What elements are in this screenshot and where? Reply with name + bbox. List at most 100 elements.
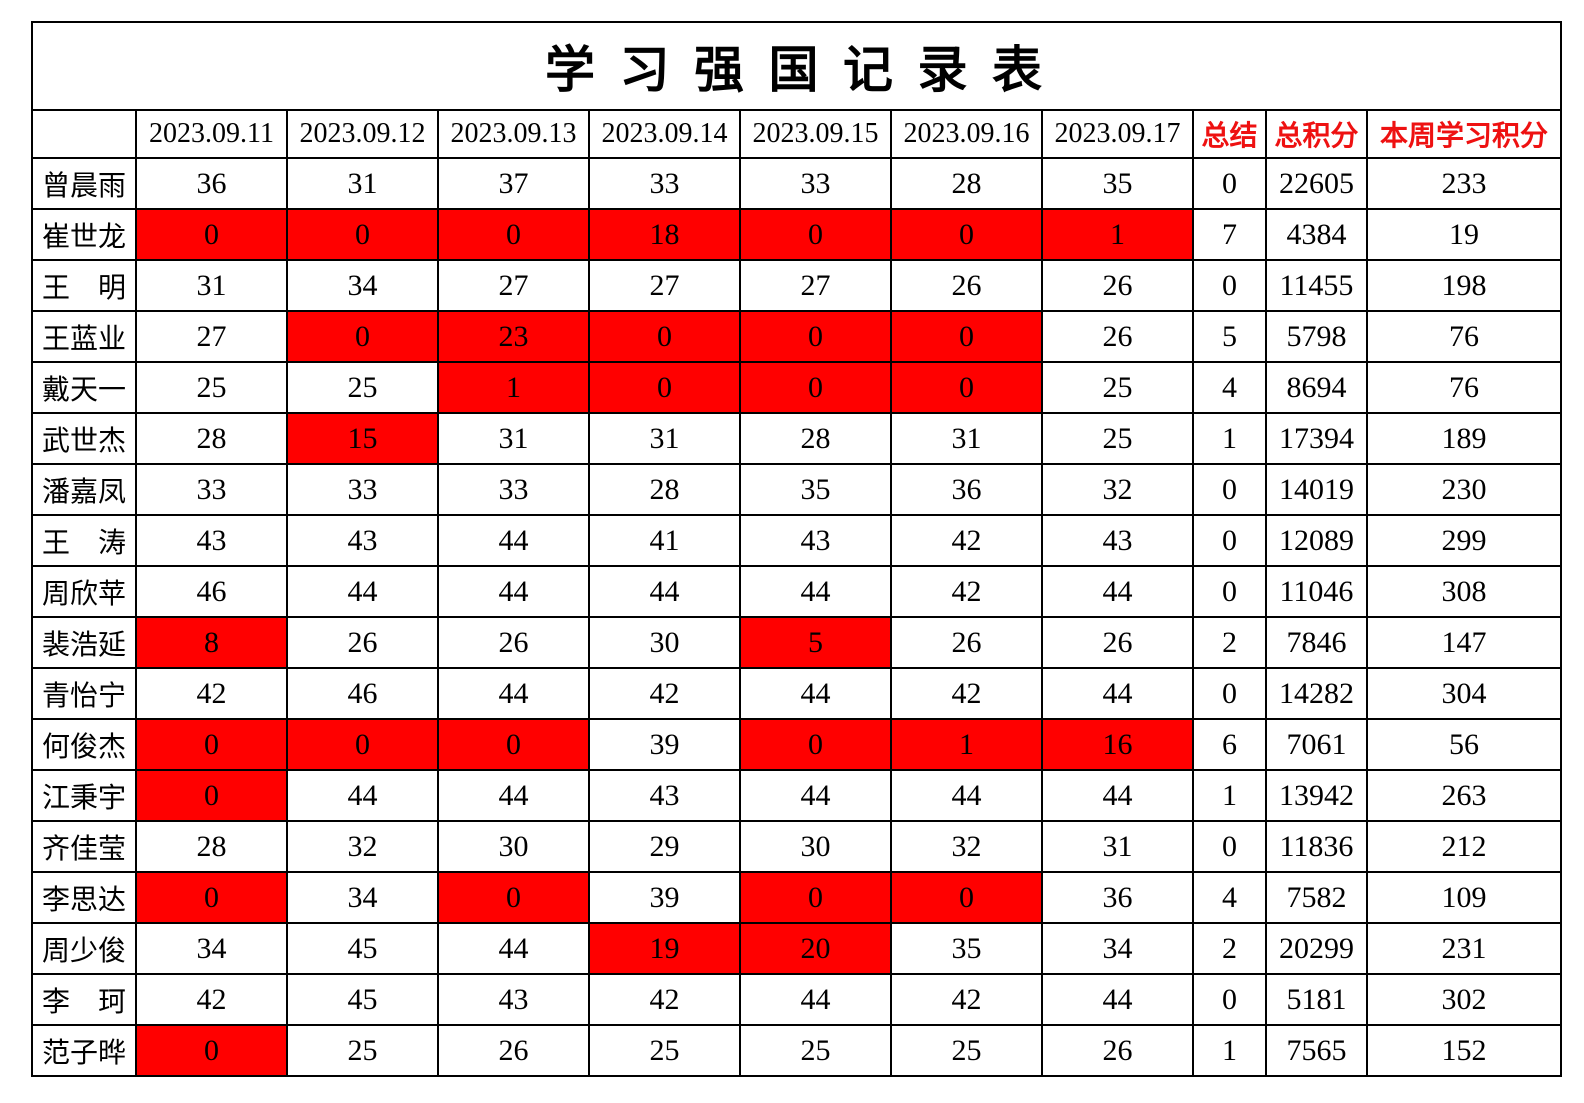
score-cell: 31 [588,412,741,465]
score-cell: 44 [739,565,892,618]
score-cell: 43 [437,973,590,1026]
score-cell: 32 [890,820,1043,873]
total-points-cell: 14282 [1265,667,1368,720]
score-cell: 0 [739,871,892,924]
summary-cell: 0 [1192,565,1267,618]
score-cell: 44 [286,565,439,618]
week-points-cell: 198 [1366,259,1562,312]
score-cell: 8 [135,616,288,669]
score-cell: 25 [739,1024,892,1077]
score-cell: 26 [437,616,590,669]
total-points-cell: 13942 [1265,769,1368,822]
summary-cell: 4 [1192,871,1267,924]
total-points-cell: 7582 [1265,871,1368,924]
student-name: 齐佳莹 [31,820,137,873]
table-row: 李思达 0 34 0 39 0 0 36 4 7582 109 [31,871,1562,924]
score-cell: 15 [286,412,439,465]
score-cell: 31 [1041,820,1194,873]
score-cell: 0 [437,718,590,771]
student-name: 裴浩延 [31,616,137,669]
student-name: 王 明 [31,259,137,312]
score-cell: 45 [286,922,439,975]
student-name: 周欣苹 [31,565,137,618]
score-cell: 46 [135,565,288,618]
student-name: 何俊杰 [31,718,137,771]
total-points-cell: 5181 [1265,973,1368,1026]
table-row: 王 明 31 34 27 27 27 26 26 0 11455 198 [31,259,1562,312]
total-points-cell: 14019 [1265,463,1368,516]
score-cell: 1 [437,361,590,414]
score-cell: 0 [135,718,288,771]
summary-cell: 5 [1192,310,1267,363]
score-cell: 26 [1041,1024,1194,1077]
table-row: 王蓝业 27 0 23 0 0 0 26 5 5798 76 [31,310,1562,363]
date-header: 2023.09.17 [1041,109,1194,159]
page-title: 学 习 强 国 记 录 表 [31,21,1562,111]
score-cell: 39 [588,871,741,924]
score-cell: 0 [739,718,892,771]
score-cell: 43 [588,769,741,822]
score-cell: 26 [437,1024,590,1077]
score-cell: 0 [890,310,1043,363]
score-cell: 41 [588,514,741,567]
score-cell: 16 [1041,718,1194,771]
score-cell: 42 [135,973,288,1026]
score-cell: 37 [437,157,590,210]
score-cell: 0 [739,310,892,363]
total-points-cell: 11455 [1265,259,1368,312]
table-row: 江秉宇 0 44 44 43 44 44 44 1 13942 263 [31,769,1562,822]
student-name: 周少俊 [31,922,137,975]
week-points-cell: 308 [1366,565,1562,618]
score-cell: 33 [588,157,741,210]
summary-cell: 0 [1192,463,1267,516]
score-cell: 43 [135,514,288,567]
score-cell: 32 [1041,463,1194,516]
score-cell: 27 [739,259,892,312]
summary-cell: 0 [1192,973,1267,1026]
score-cell: 30 [739,820,892,873]
score-cell: 20 [739,922,892,975]
total-points-cell: 7846 [1265,616,1368,669]
score-cell: 44 [890,769,1043,822]
score-cell: 42 [135,667,288,720]
week-points-cell: 19 [1366,208,1562,261]
score-cell: 25 [286,1024,439,1077]
total-points-cell: 5798 [1265,310,1368,363]
score-cell: 36 [890,463,1043,516]
student-name: 江秉宇 [31,769,137,822]
summary-cell: 1 [1192,769,1267,822]
week-points-cell: 304 [1366,667,1562,720]
summary-cell: 7 [1192,208,1267,261]
score-cell: 25 [286,361,439,414]
total-points-cell: 22605 [1265,157,1368,210]
score-cell: 1 [890,718,1043,771]
score-cell: 0 [286,718,439,771]
score-cell: 5 [739,616,892,669]
score-cell: 30 [437,820,590,873]
score-cell: 27 [588,259,741,312]
student-name: 戴天一 [31,361,137,414]
score-cell: 42 [588,667,741,720]
score-cell: 43 [739,514,892,567]
date-header: 2023.09.11 [135,109,288,159]
score-cell: 0 [588,310,741,363]
score-cell: 46 [286,667,439,720]
student-name: 李思达 [31,871,137,924]
week-points-cell: 147 [1366,616,1562,669]
score-cell: 26 [890,259,1043,312]
score-cell: 31 [890,412,1043,465]
score-cell: 35 [1041,157,1194,210]
score-cell: 30 [588,616,741,669]
score-cell: 36 [1041,871,1194,924]
score-cell: 19 [588,922,741,975]
week-points-cell: 299 [1366,514,1562,567]
score-cell: 0 [135,769,288,822]
total-points-cell: 11836 [1265,820,1368,873]
week-points-cell: 76 [1366,361,1562,414]
student-name: 潘嘉凤 [31,463,137,516]
score-cell: 43 [1041,514,1194,567]
score-cell: 31 [437,412,590,465]
score-cell: 36 [135,157,288,210]
table-row: 周欣苹 46 44 44 44 44 42 44 0 11046 308 [31,565,1562,618]
score-cell: 44 [437,769,590,822]
